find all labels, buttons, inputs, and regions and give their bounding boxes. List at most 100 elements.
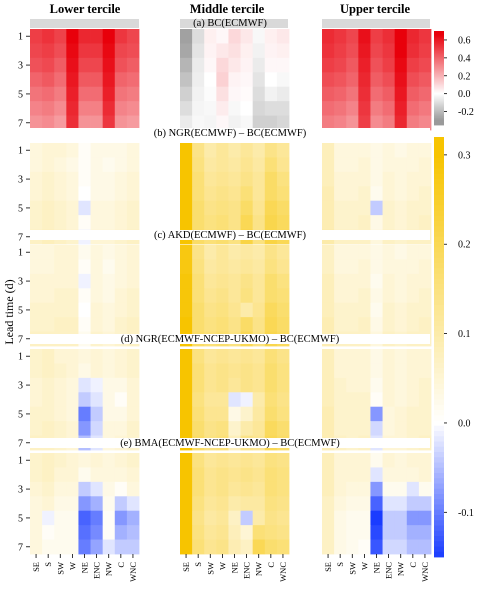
heatmap-cell xyxy=(240,171,254,187)
heatmap-cell xyxy=(90,392,104,408)
heatmap-cell xyxy=(192,467,205,483)
heatmap-cell xyxy=(346,273,359,289)
heatmap-cell xyxy=(228,349,241,364)
colorbar-swatch xyxy=(434,35,444,38)
heatmap-cell xyxy=(406,406,420,422)
heatmap-cell xyxy=(126,481,140,497)
heatmap-cell xyxy=(394,273,408,289)
heatmap-cell xyxy=(406,29,420,44)
heatmap-cell xyxy=(406,57,420,73)
heatmap-cell xyxy=(180,186,193,202)
panel-5-upper-tercile xyxy=(322,453,432,555)
heatmap-cell xyxy=(126,215,140,230)
heatmap-cell xyxy=(102,43,116,59)
heatmap-cell xyxy=(66,245,79,260)
colorbar-swatch xyxy=(434,200,444,206)
heatmap-cell xyxy=(126,421,140,436)
heatmap-cell xyxy=(102,453,116,468)
heatmap-cell xyxy=(418,245,432,260)
heatmap-cell xyxy=(334,43,347,59)
colorbar-swatch xyxy=(434,81,444,84)
heatmap-cell xyxy=(180,171,193,187)
heatmap-cell xyxy=(334,392,347,408)
heatmap-cell xyxy=(216,510,229,526)
heatmap-cell xyxy=(276,377,290,393)
heatmap-cell xyxy=(276,392,290,408)
panel-title-band xyxy=(30,438,430,448)
colorbar-swatch xyxy=(434,446,444,453)
heatmap-cell xyxy=(102,143,116,158)
heatmap-cell xyxy=(264,525,278,540)
heatmap-cell xyxy=(370,510,383,526)
heatmap-cell xyxy=(346,115,359,131)
heatmap-cell xyxy=(240,510,254,526)
colorbar-swatch xyxy=(434,530,444,537)
heatmap-cell xyxy=(418,377,432,393)
x-tick-label: ENC xyxy=(92,562,102,579)
heatmap-cell xyxy=(228,157,241,173)
heatmap-cell xyxy=(90,453,104,468)
heatmap-cell xyxy=(30,143,43,158)
heatmap-cell xyxy=(204,157,217,173)
heatmap-cell xyxy=(180,349,193,364)
x-tick-label: S xyxy=(43,562,53,567)
heatmap-cell xyxy=(252,539,266,555)
colorbar-swatch xyxy=(434,226,444,232)
heatmap-cell xyxy=(204,453,217,468)
heatmap-cell xyxy=(264,157,278,173)
heatmap-cell xyxy=(418,421,432,436)
x-tick-label: SE xyxy=(31,562,41,572)
colorbar-swatch xyxy=(434,347,444,353)
heatmap-cell xyxy=(216,539,229,555)
heatmap-cell xyxy=(240,186,254,202)
heatmap-cell xyxy=(54,143,67,158)
heatmap-cell xyxy=(78,377,91,393)
heatmap-cell xyxy=(382,86,396,102)
heatmap-cell xyxy=(240,259,254,275)
heatmap-cell xyxy=(276,317,290,332)
heatmap-cell xyxy=(114,200,128,216)
heatmap-cell xyxy=(78,171,91,187)
heatmap-cell xyxy=(240,317,254,332)
colorbar-swatch xyxy=(434,83,444,86)
heatmap-cell xyxy=(180,496,193,512)
colorbar-swatch xyxy=(434,184,444,190)
heatmap-cell xyxy=(334,349,347,364)
heatmap-cell xyxy=(180,406,193,422)
x-tick-label: NW xyxy=(396,562,406,576)
heatmap-cell xyxy=(204,302,217,318)
heatmap-cell xyxy=(276,86,290,102)
heatmap-cell xyxy=(204,421,217,436)
heatmap-cell xyxy=(382,29,396,44)
heatmap-cell xyxy=(252,86,266,102)
heatmap-cell xyxy=(418,392,432,408)
heatmap-cell xyxy=(264,57,278,73)
heatmap-cell xyxy=(216,525,229,540)
heatmap-cell xyxy=(264,453,278,468)
heatmap-cell xyxy=(382,72,396,88)
heatmap-cell xyxy=(90,317,104,332)
heatmap-cell xyxy=(42,406,55,422)
heatmap-cell xyxy=(264,349,278,364)
panel-1-y-ticks: 1 3 5 7 xyxy=(18,32,30,129)
heatmap-cell xyxy=(240,349,254,364)
heatmap-cell xyxy=(228,200,241,216)
colorbar-swatch xyxy=(434,101,444,104)
heatmap-cell xyxy=(394,302,408,318)
heatmap-cell xyxy=(42,453,55,468)
heatmap-cell xyxy=(322,101,335,116)
heatmap-cell xyxy=(382,171,396,187)
colorbar-swatch xyxy=(434,263,444,269)
y-axis-label: Lead time (d) xyxy=(2,279,16,344)
heatmap-cell xyxy=(126,86,140,102)
heatmap-cell xyxy=(346,302,359,318)
heatmap-cell xyxy=(382,421,396,436)
heatmap-cell xyxy=(322,481,335,497)
heatmap-cell xyxy=(358,496,371,512)
heatmap-cell xyxy=(192,525,205,540)
heatmap-cell xyxy=(382,288,396,304)
heatmap-cell xyxy=(30,215,43,230)
heatmap-cell xyxy=(78,525,91,540)
colorbar-swatch xyxy=(434,457,444,463)
heatmap-cell xyxy=(54,200,67,216)
